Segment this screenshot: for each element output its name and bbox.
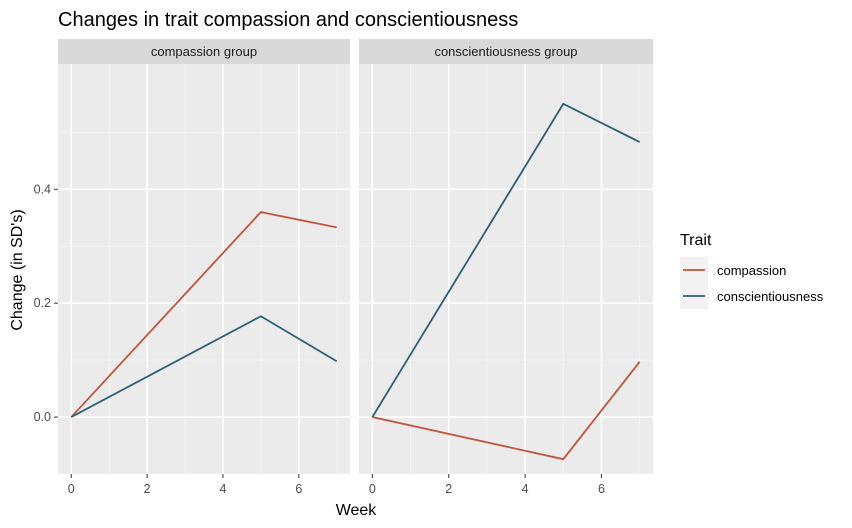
x-tick-label: 0 <box>369 482 376 496</box>
legend-title: Trait <box>680 232 712 249</box>
x-tick-label: 4 <box>522 482 529 496</box>
legend-label-compassion: compassion <box>717 263 786 278</box>
x-tick-label: 4 <box>219 482 226 496</box>
x-tick-label: 2 <box>445 482 452 496</box>
y-tick-label: 0.0 <box>34 410 51 424</box>
y-tick-label: 0.2 <box>34 296 51 310</box>
panel-background <box>58 64 350 474</box>
y-axis-title: Change (in SD's) <box>9 209 26 330</box>
x-tick-label: 0 <box>68 482 75 496</box>
series-line-compassion <box>70 211 337 418</box>
x-axis-title: Week <box>336 502 378 519</box>
legend-label-conscientiousness: conscientiousness <box>717 289 824 304</box>
legend: Trait compassion conscientiousness <box>680 232 824 309</box>
facet-strip-label: conscientiousness group <box>434 44 577 59</box>
chart-title: Changes in trait compassion and conscien… <box>58 9 518 31</box>
x-tick-label: 2 <box>144 482 151 496</box>
series-line-compassion <box>372 361 641 461</box>
facet-panel: conscientiousness group 0 2 4 6 <box>359 39 653 496</box>
y-tick-label: 0.4 <box>34 182 51 196</box>
series-line-conscientiousness <box>371 102 641 418</box>
facet-strip-label: compassion group <box>151 44 257 59</box>
facet-strip <box>359 39 653 64</box>
facet-panel: compassion group 0 2 4 6 0.0 0.2 0.4 <box>34 39 350 496</box>
x-tick-label: 6 <box>598 482 605 496</box>
panel-background <box>359 64 653 474</box>
facet-panels: compassion group 0 2 4 6 0.0 0.2 0.4 conscientio… <box>34 39 653 496</box>
x-tick-label: 6 <box>295 482 302 496</box>
facet-strip <box>58 39 350 64</box>
series-line-conscientiousness <box>70 315 338 418</box>
